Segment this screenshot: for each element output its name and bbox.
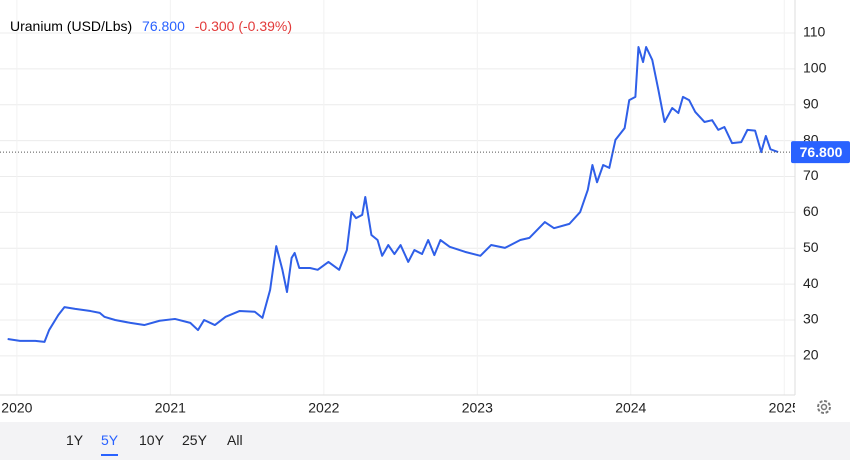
x-tick-label: 2023	[462, 400, 493, 416]
x-tick-label: 2025	[769, 400, 800, 416]
grid	[0, 0, 795, 395]
y-tick-label: 50	[803, 239, 819, 255]
instrument-title: Uranium (USD/Lbs)	[10, 18, 133, 34]
range-button[interactable]: 1Y	[66, 432, 84, 448]
last-price-tag-label: 76.800	[800, 144, 843, 160]
x-tick-label: 2020	[1, 400, 32, 416]
chart: 2020 2021 2022 2023 2024 2025 203040506070809…	[0, 0, 850, 416]
range-bar: 1Y 5Y 10Y 25Y All	[0, 422, 850, 460]
x-axis: 2020 2021 2022 2023 2024 2025	[1, 400, 800, 416]
y-tick-label: 90	[803, 95, 819, 111]
range-button[interactable]: All	[227, 432, 243, 448]
x-tick-label: 2021	[155, 400, 186, 416]
header: Uranium (USD/Lbs) 76.800 -0.300 (-0.39%)	[10, 18, 298, 34]
y-tick-label: 100	[803, 60, 827, 76]
last-price: 76.800	[142, 18, 185, 34]
y-tick-label: 70	[803, 167, 819, 183]
x-tick-label: 2022	[308, 400, 339, 416]
range-button[interactable]: 5Y	[101, 430, 119, 456]
y-tick-label: 60	[803, 203, 819, 219]
price-line	[7, 46, 779, 343]
y-tick-label: 20	[803, 347, 819, 363]
y-tick-label: 30	[803, 311, 819, 327]
x-tick-label: 2024	[615, 400, 646, 416]
plot	[0, 46, 795, 343]
settings-icon[interactable]	[817, 400, 831, 414]
price-change: -0.300 (-0.39%)	[194, 18, 293, 34]
y-tick-label: 110	[803, 24, 826, 40]
range-button[interactable]: 10Y	[139, 432, 164, 448]
y-tick-label: 40	[803, 275, 819, 291]
last-price-tag	[791, 141, 850, 164]
range-button[interactable]: 25Y	[182, 432, 207, 448]
